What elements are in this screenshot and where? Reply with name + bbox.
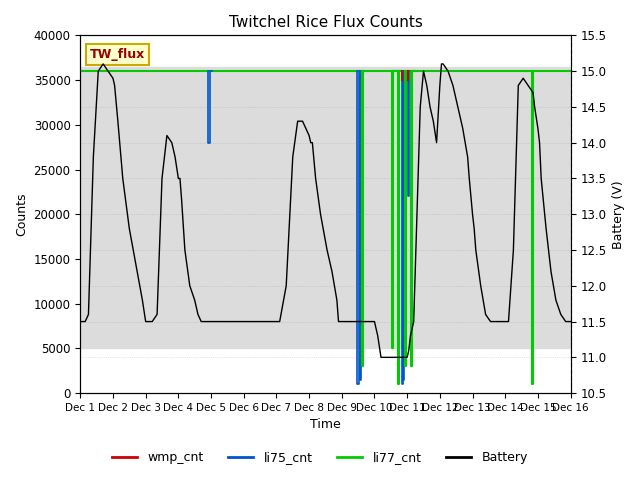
Title: Twitchel Rice Flux Counts: Twitchel Rice Flux Counts	[228, 15, 422, 30]
X-axis label: Time: Time	[310, 419, 341, 432]
Y-axis label: Battery (V): Battery (V)	[612, 180, 625, 249]
Y-axis label: Counts: Counts	[15, 192, 28, 236]
Legend: wmp_cnt, li75_cnt, li77_cnt, Battery: wmp_cnt, li75_cnt, li77_cnt, Battery	[107, 446, 533, 469]
Text: TW_flux: TW_flux	[90, 48, 145, 61]
Bar	[80, 67, 571, 348]
